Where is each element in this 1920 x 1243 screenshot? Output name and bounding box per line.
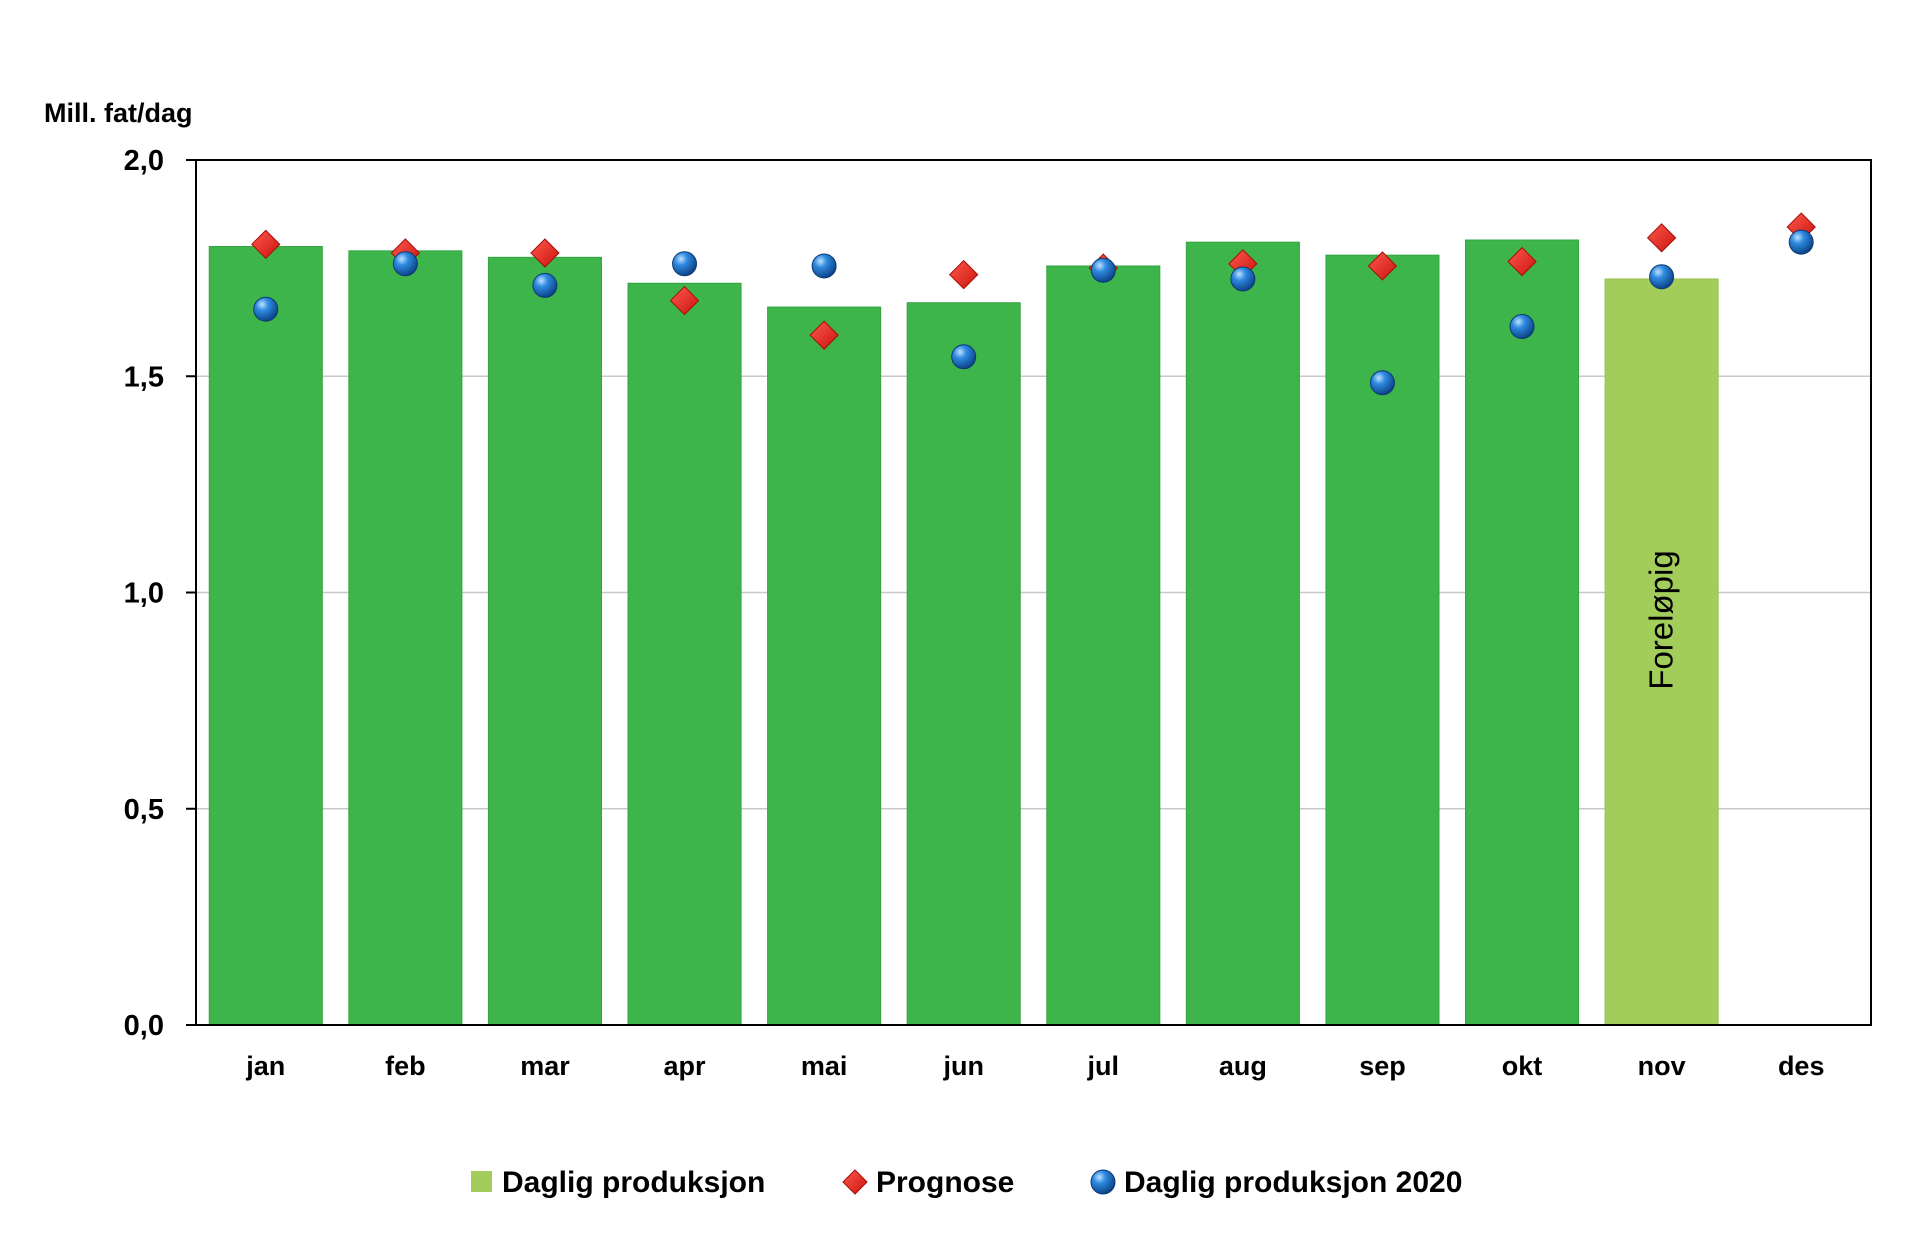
x-tick-label: apr — [664, 1051, 707, 1081]
production-2020-point-mai — [811, 253, 837, 279]
legend-label: Prognose — [876, 1166, 1014, 1199]
bar-okt — [1465, 239, 1580, 1026]
y-tick-label: 1,5 — [124, 361, 164, 393]
legend-label: Daglig produksjon 2020 — [1124, 1166, 1462, 1199]
x-tick-label: sep — [1359, 1051, 1406, 1081]
bar-apr — [627, 282, 742, 1026]
x-tick-label: des — [1778, 1051, 1825, 1081]
bar-jul — [1046, 265, 1161, 1026]
y-axis-title: Mill. fat/dag — [44, 98, 193, 128]
production-2020-point-apr — [672, 251, 698, 277]
y-tick-label: 2,0 — [124, 145, 164, 177]
bar-aug — [1185, 241, 1300, 1026]
prognose-point-apr — [669, 285, 700, 316]
production-2020-point-jun — [951, 344, 977, 370]
x-tick-label: jan — [245, 1051, 285, 1081]
axes: Mill. fat/dag 0,0 0,5 1,0 1,5 2,0 jan feb mar ap… — [44, 98, 1824, 1081]
bar-feb — [348, 250, 463, 1026]
prognose-point-jun — [949, 259, 979, 290]
x-tick-label: mai — [801, 1051, 848, 1081]
prognose-point-okt — [1507, 246, 1537, 277]
x-tick-label: jun — [942, 1051, 984, 1081]
prognose-point-mar — [530, 238, 560, 268]
production-2020-point-jul — [1090, 257, 1116, 283]
production-2020-point-jan — [253, 296, 279, 322]
preliminary-annotation: Foreløpig — [1643, 550, 1680, 689]
production-2020-point-nov — [1649, 264, 1675, 290]
x-tick-label: mar — [520, 1051, 570, 1081]
x-tick-label: nov — [1638, 1051, 1686, 1081]
prognose-point-jan — [251, 229, 281, 260]
production-2020-point-okt — [1509, 314, 1535, 340]
legend-label: Daglig produksjon — [502, 1166, 765, 1199]
bar-jan — [208, 246, 323, 1026]
bar-mai — [767, 306, 882, 1026]
y-tick-label: 0,5 — [124, 794, 164, 826]
production-2020-point-mar — [532, 272, 558, 298]
production-2020-point-aug — [1230, 266, 1256, 292]
x-tick-label: aug — [1219, 1051, 1267, 1081]
legend-circle-icon — [1090, 1169, 1116, 1195]
y-tick-label: 0,0 — [124, 1010, 164, 1042]
production-2020-point-des — [1788, 229, 1814, 255]
x-tick-label: okt — [1502, 1051, 1543, 1081]
legend-diamond-icon — [842, 1169, 868, 1195]
markers — [251, 212, 1816, 396]
legend: Daglig produksjon Prognose Daglig produksj… — [471, 1166, 1462, 1199]
prognose-point-sep — [1367, 251, 1398, 281]
x-tick-label: feb — [385, 1051, 426, 1081]
prognose-point-mai — [809, 320, 839, 350]
y-tick-label: 1,0 — [124, 578, 164, 610]
bar-mar — [487, 256, 602, 1026]
gridlines — [196, 375, 1871, 810]
x-tick-label: jul — [1087, 1051, 1120, 1081]
legend-bar-swatch — [471, 1171, 492, 1192]
production-2020-point-feb — [392, 251, 418, 277]
bar-jun — [906, 302, 1021, 1026]
production-2020-point-sep — [1369, 370, 1395, 396]
prognose-point-nov — [1646, 223, 1677, 253]
